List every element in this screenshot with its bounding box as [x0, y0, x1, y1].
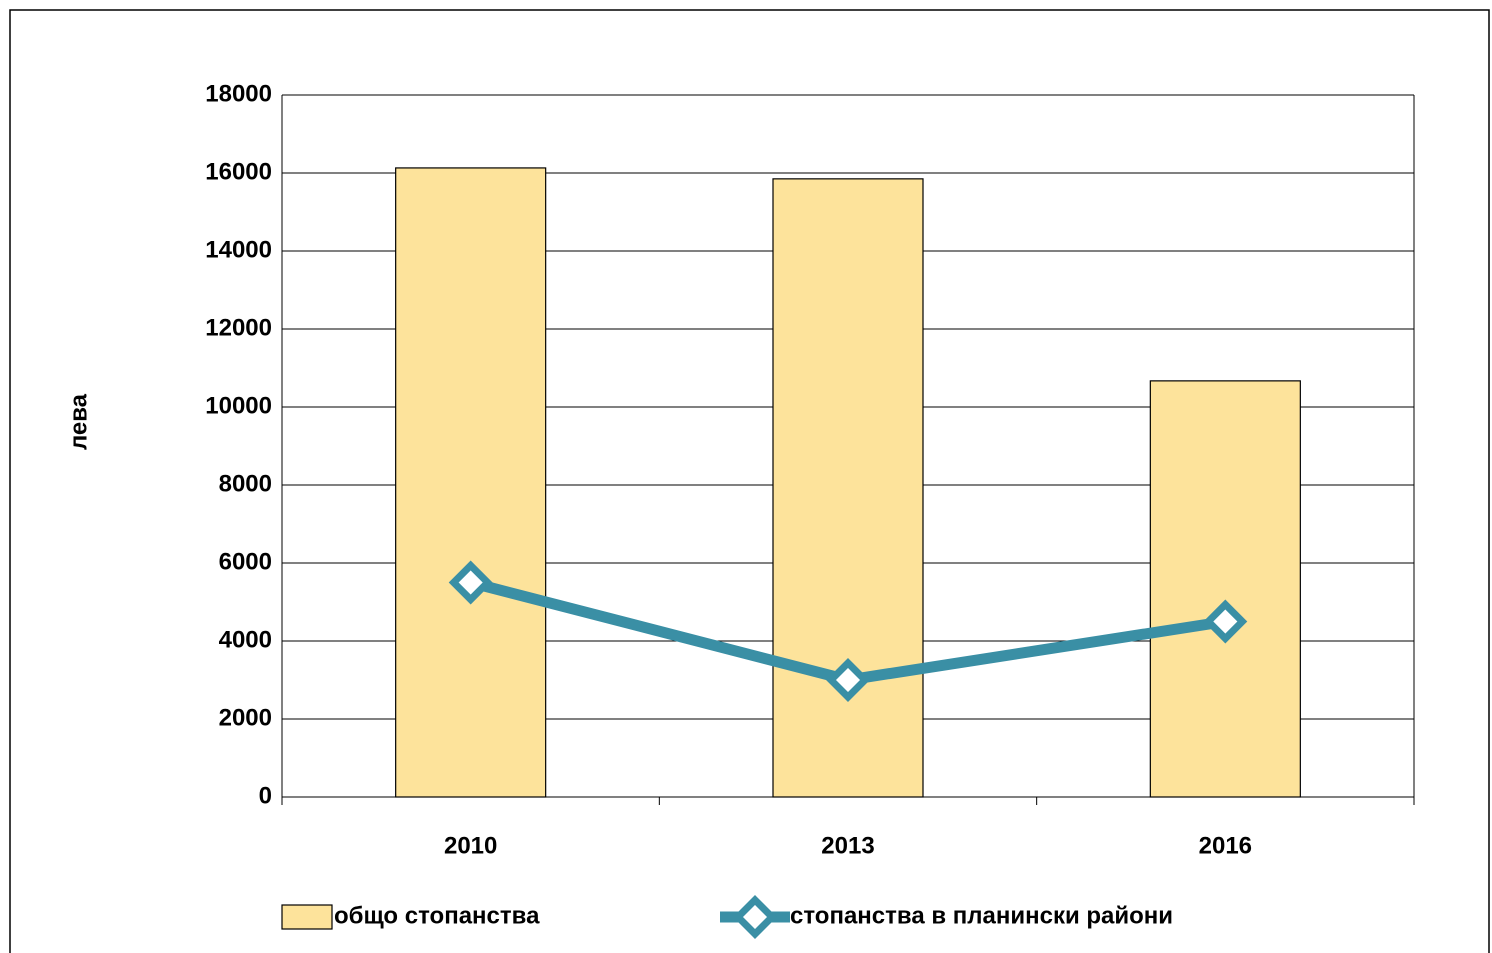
y-tick-label: 16000 — [205, 158, 272, 185]
y-tick-label: 0 — [259, 782, 272, 809]
bar — [395, 167, 547, 798]
y-tick-label: 8000 — [219, 470, 272, 497]
legend-label: стопанства в планински райони — [790, 902, 1173, 929]
y-tick-label: 18000 — [205, 80, 272, 107]
legend-marker — [733, 895, 777, 939]
legend-swatch — [281, 904, 333, 930]
y-tick-label: 10000 — [205, 392, 272, 419]
line-marker — [1203, 599, 1248, 644]
bar — [1149, 380, 1301, 798]
chart-frame — [9, 9, 1490, 953]
y-axis-label: лева — [65, 393, 92, 450]
legend-label: общо стопанства — [334, 902, 540, 929]
y-tick-label: 6000 — [219, 548, 272, 575]
y-tick-label: 2000 — [219, 704, 272, 731]
y-tick-label: 14000 — [205, 236, 272, 263]
x-tick-label: 2013 — [821, 832, 874, 859]
line-marker — [826, 658, 870, 702]
line-marker — [448, 560, 493, 605]
y-tick-label: 4000 — [219, 626, 272, 653]
x-tick-label: 2010 — [444, 832, 497, 859]
y-tick-label: 12000 — [205, 314, 272, 341]
bar — [772, 178, 924, 798]
x-tick-label: 2016 — [1199, 832, 1252, 859]
